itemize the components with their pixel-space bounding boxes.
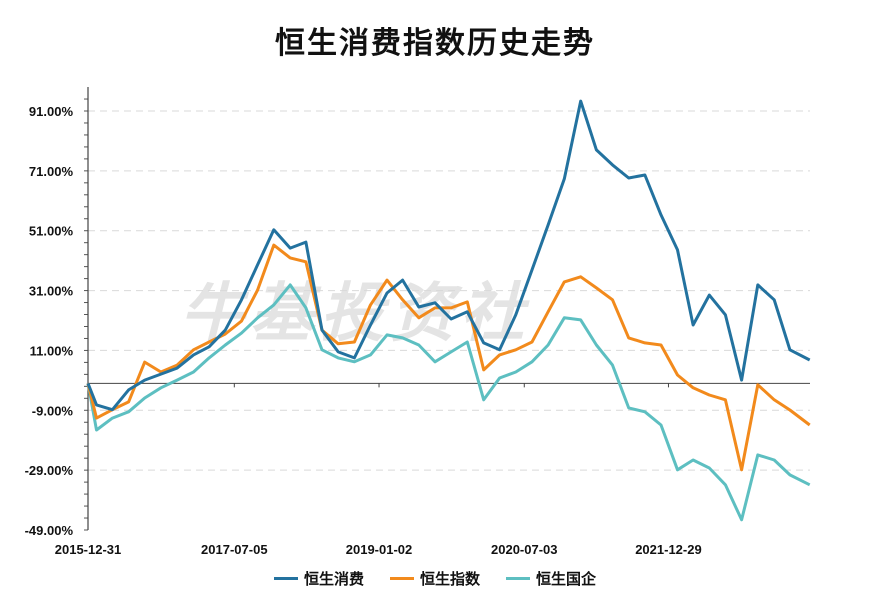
legend-swatch	[273, 577, 298, 580]
series-line	[86, 283, 811, 522]
series-line	[86, 243, 811, 472]
x-tick-label: 2017-07-05	[201, 542, 268, 557]
legend-item-hscei: 恒生国企	[506, 568, 596, 589]
legend: 恒生消费 恒生指数 恒生国企	[0, 568, 870, 589]
legend-swatch	[506, 577, 530, 580]
y-tick-label: 71.00%	[29, 164, 74, 179]
chart-title: 恒生消费指数历史走势	[275, 26, 595, 61]
x-tick-label: 2015-12-31	[55, 542, 122, 557]
series-line	[86, 99, 811, 412]
legend-item-hsi: 恒生指数	[389, 568, 480, 589]
x-tick-label: 2020-07-03	[491, 542, 558, 557]
y-tick-label: 51.00%	[29, 224, 74, 239]
y-tick-label: -9.00%	[32, 403, 74, 418]
y-tick-label: 31.00%	[29, 284, 74, 299]
y-tick-label: -49.00%	[25, 523, 74, 538]
y-tick-label: 11.00%	[30, 343, 74, 358]
x-tick-label: 2019-01-02	[346, 542, 413, 557]
legend-swatch	[389, 577, 414, 580]
y-tick-label: -29.00%	[25, 463, 74, 478]
x-tick-label: 2021-12-29	[635, 542, 702, 557]
legend-label: 恒生指数	[419, 570, 480, 588]
legend-label: 恒生消费	[303, 570, 364, 588]
legend-label: 恒生国企	[536, 570, 597, 588]
y-tick-label: 91.00%	[29, 104, 74, 119]
watermark: 牛基投资社	[180, 277, 530, 351]
legend-item-consumer: 恒生消费	[273, 568, 364, 589]
